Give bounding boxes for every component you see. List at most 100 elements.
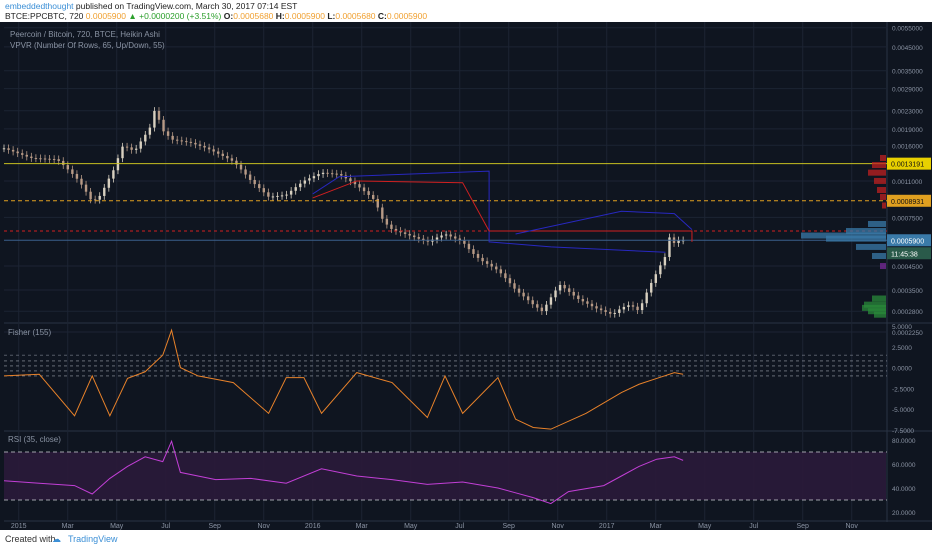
candle-body [34, 158, 38, 160]
time-tick-label: Nov [257, 523, 270, 530]
candle-body [390, 224, 393, 229]
candle-body [440, 235, 443, 238]
candle-body [435, 237, 439, 240]
candle-body [403, 232, 407, 234]
price-tick-label: 0.0002250 [892, 330, 923, 337]
candle-body [640, 303, 644, 311]
candle-body [362, 187, 366, 192]
time-tick-label: May [110, 523, 124, 530]
candle-body [335, 173, 338, 175]
candle-body [62, 160, 65, 166]
vpvr-legend: VPVR (Number Of Rows, 65, Up/Down, 55) [10, 41, 165, 50]
symbol-label: BTCE:PPCBTC, 720 [5, 11, 84, 21]
candle-body [171, 135, 174, 140]
candle-body [157, 110, 161, 120]
candle-body [636, 306, 639, 311]
time-tick-label: Mar [356, 523, 369, 530]
candle-body [549, 297, 553, 305]
price-tick-label: 0.0007500 [892, 215, 923, 222]
time-tick-label: Nov [551, 523, 564, 530]
candle-body [399, 230, 402, 233]
candle-body [289, 190, 293, 195]
candle-body [413, 235, 416, 238]
created-with-text: Created with [5, 534, 56, 544]
candle-body [212, 149, 215, 152]
candle-body [312, 176, 316, 179]
volume-bar [874, 311, 886, 318]
chart-area[interactable]: 2015 Mar May Jul Sep Nov 2016 Mar May Jul Sep Nov 20… [0, 22, 932, 530]
candle-body [504, 273, 507, 279]
candle-body [659, 265, 662, 275]
candle-body [207, 147, 211, 150]
price-tick-label: 0.0029000 [892, 87, 923, 94]
candle-body [490, 263, 493, 267]
candle-body [294, 187, 297, 191]
candle-body [330, 173, 334, 175]
high-value: 0.0005900 [284, 11, 325, 21]
candle-body [112, 170, 115, 179]
candle-body [185, 141, 188, 143]
close-value: 0.0005900 [386, 11, 428, 21]
volume-bar [880, 263, 886, 270]
candle-body [176, 139, 179, 141]
candle-body [107, 178, 111, 188]
candle-body [422, 238, 425, 241]
candle-body [381, 207, 384, 219]
candle-body [299, 183, 302, 188]
candle-body [30, 156, 33, 159]
candle-body [613, 312, 616, 314]
rsi-band [4, 452, 886, 500]
chart-svg[interactable]: 2015 Mar May Jul Sep Nov 2016 Mar May Jul Sep Nov 20… [0, 22, 932, 530]
rsi-tick-label: 40.0000 [892, 486, 916, 493]
candle-body [180, 140, 183, 142]
candle-body [577, 295, 580, 300]
candle-body [481, 257, 484, 262]
candle-body [153, 110, 156, 128]
author-link[interactable]: embeddedthought [5, 1, 74, 11]
candle-body [116, 158, 120, 171]
candle-body [258, 184, 261, 189]
candle-body [367, 191, 370, 195]
tradingview-brand[interactable]: TradingView [68, 534, 118, 544]
open-value: 0.0005680 [233, 11, 274, 21]
candle-body [21, 153, 24, 155]
candle-body [198, 144, 202, 146]
rsi-pane[interactable] [3, 439, 887, 505]
candle-body [248, 174, 252, 180]
candle-body [531, 300, 534, 305]
change-value: +0.0000200 (+3.51%) [139, 11, 222, 21]
rsi-line [3, 439, 684, 505]
candle-body [540, 307, 544, 312]
price-tag [887, 157, 931, 170]
value-area-outline [515, 210, 693, 235]
candle-body [371, 194, 375, 199]
candle-body [645, 292, 648, 304]
price-tick-label: 0.0045000 [892, 45, 923, 52]
candle-body [417, 237, 420, 239]
candle-body [581, 299, 585, 302]
candle-body [203, 145, 206, 148]
axes: 2015 Mar May Jul Sep Nov 2016 Mar May Jul Sep Nov 20… [11, 26, 931, 530]
price-tick-label: 0.0023000 [892, 109, 923, 116]
candle-body [558, 284, 562, 291]
candle-body [349, 178, 352, 182]
fisher-pane[interactable] [3, 328, 887, 430]
fisher-tick-label: -7.5000 [892, 428, 914, 435]
price-tick-label: 0.0011000 [892, 179, 923, 186]
candle-body [526, 296, 530, 301]
rsi-tick-label: 60.0000 [892, 462, 916, 469]
volume-bar [872, 253, 886, 260]
price-tick-label: 0.0004500 [892, 264, 923, 271]
candle-body [16, 151, 19, 154]
candle-body [567, 288, 571, 292]
candle-body [52, 158, 56, 160]
low-value: 0.0005680 [335, 11, 376, 21]
candle-body [321, 172, 325, 175]
candle-body [517, 288, 521, 293]
candle-body [239, 164, 243, 170]
fisher-tick-label: 0.0000 [892, 366, 912, 373]
price-pane[interactable] [2, 107, 887, 318]
price-tag-text: 0.0013191 [891, 162, 924, 169]
fisher-legend: Fisher (155) [8, 328, 51, 337]
time-tick-label: Jul [749, 523, 758, 530]
